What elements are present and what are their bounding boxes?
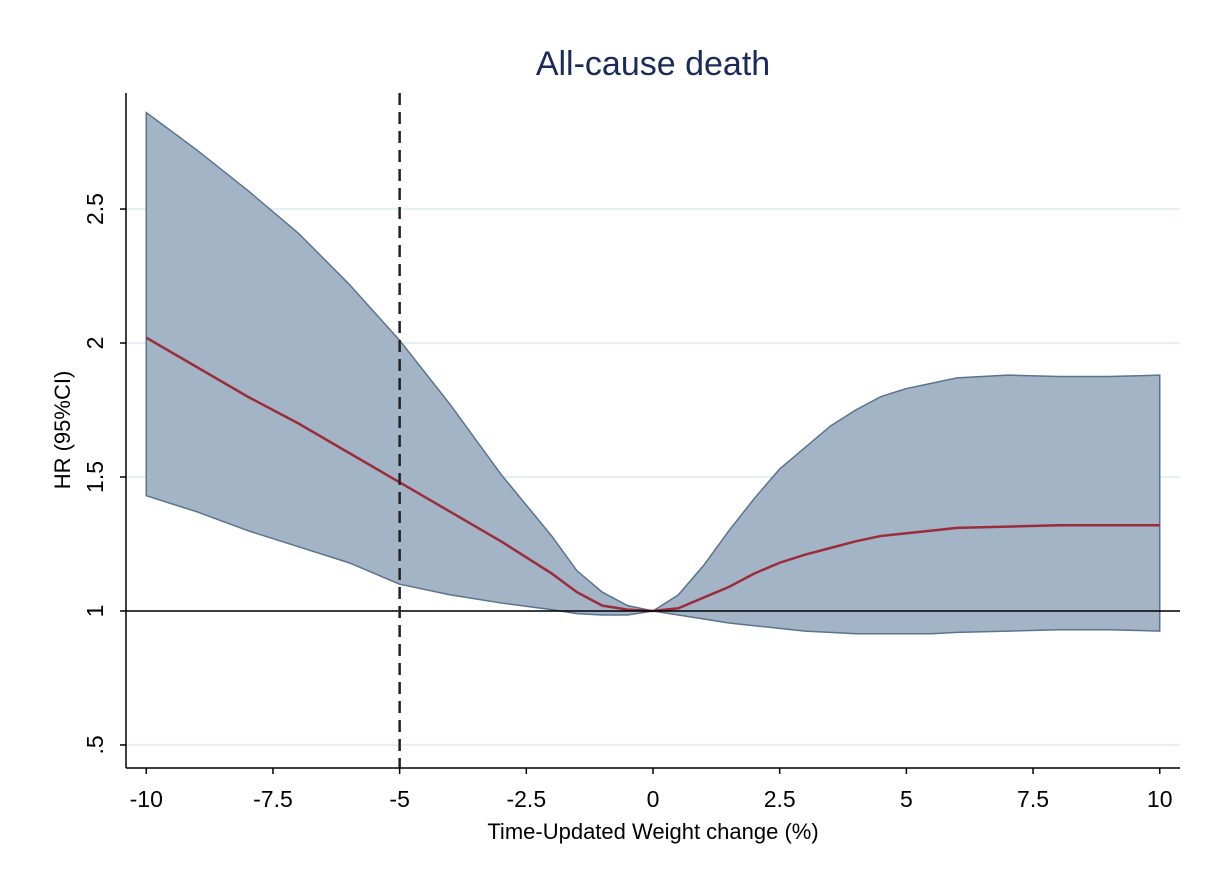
- x-tick-label: 10: [1147, 786, 1173, 812]
- y-tick-label: 2.5: [82, 193, 108, 225]
- x-tick-label: 7.5: [1017, 786, 1049, 812]
- y-tick-label: 2: [82, 337, 108, 350]
- x-tick-label: -10: [130, 786, 163, 812]
- x-tick-label: -5: [389, 786, 409, 812]
- y-tick-label: 1.5: [82, 461, 108, 493]
- y-axis-label: HR (95%CI): [50, 371, 75, 490]
- x-tick-label: 2.5: [764, 786, 796, 812]
- y-tick-label: 1: [82, 605, 108, 618]
- x-axis-label: Time-Updated Weight change (%): [487, 819, 818, 844]
- x-tick-label: 0: [647, 786, 660, 812]
- ci-band: [145, 111, 1161, 635]
- hr-line: [145, 336, 1160, 613]
- x-tick-label: -7.5: [253, 786, 293, 812]
- x-tick-label: -2.5: [506, 786, 546, 812]
- x-tick-label: 5: [900, 786, 913, 812]
- chart-title: All-cause death: [536, 45, 770, 83]
- y-tick-label: .5: [82, 735, 108, 754]
